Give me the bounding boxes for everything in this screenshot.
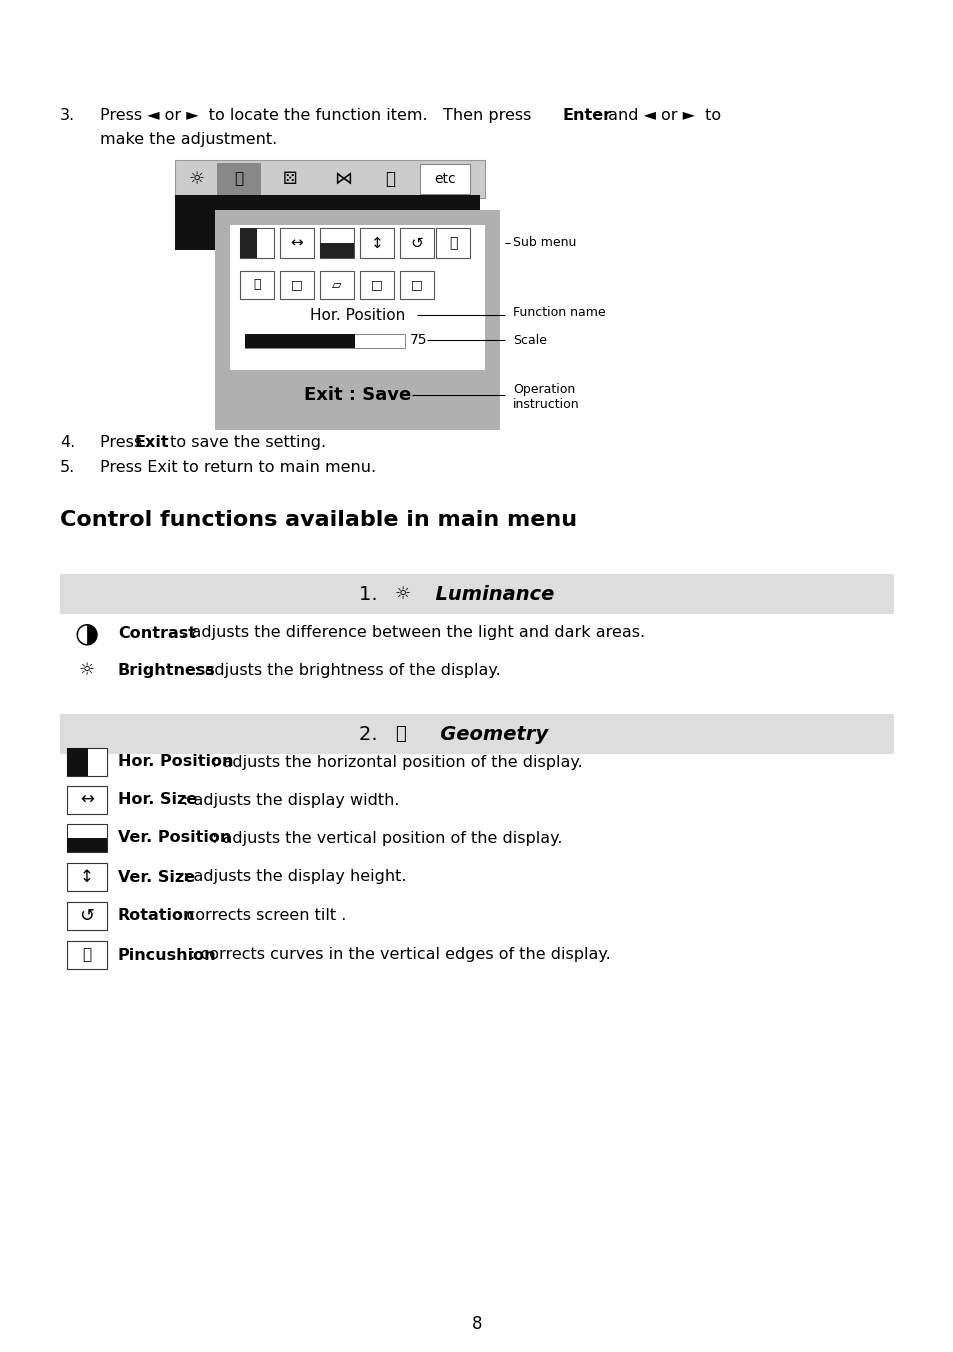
Bar bbox=[67, 838, 107, 852]
Text: Ⓝ: Ⓝ bbox=[385, 170, 395, 188]
Bar bbox=[280, 270, 314, 299]
Text: Hor. Position: Hor. Position bbox=[118, 754, 233, 769]
Text: ⚄: ⚄ bbox=[282, 170, 297, 188]
Text: : corrects screen tilt .: : corrects screen tilt . bbox=[175, 909, 346, 923]
Bar bbox=[280, 228, 314, 258]
Bar bbox=[67, 748, 107, 776]
Text: Contrast: Contrast bbox=[118, 626, 195, 641]
Bar bbox=[67, 902, 107, 930]
Text: to save the setting.: to save the setting. bbox=[165, 435, 326, 450]
Text: Rotation: Rotation bbox=[118, 909, 195, 923]
Bar bbox=[359, 228, 394, 258]
Text: ⋈: ⋈ bbox=[334, 170, 352, 188]
Text: : adjusts the brightness of the display.: : adjusts the brightness of the display. bbox=[193, 662, 500, 677]
Text: Geometry: Geometry bbox=[419, 725, 548, 744]
Text: 3.: 3. bbox=[60, 108, 75, 123]
Bar bbox=[67, 786, 107, 814]
Bar bbox=[216, 164, 261, 195]
Bar bbox=[399, 270, 434, 299]
Text: 2.: 2. bbox=[358, 725, 390, 744]
Bar bbox=[359, 270, 394, 299]
Text: ↕: ↕ bbox=[80, 868, 93, 886]
Text: and ◄ or ►  to: and ◄ or ► to bbox=[602, 108, 720, 123]
Text: : adjusts the display width.: : adjusts the display width. bbox=[183, 792, 399, 807]
Text: ↺: ↺ bbox=[79, 907, 94, 925]
Text: Brightness: Brightness bbox=[118, 662, 215, 677]
Text: ⌗: ⌗ bbox=[395, 725, 405, 744]
Text: Press ◄ or ►  to locate the function item.   Then press: Press ◄ or ► to locate the function item… bbox=[100, 108, 536, 123]
Text: ▱: ▱ bbox=[332, 279, 341, 292]
Text: 4.: 4. bbox=[60, 435, 75, 450]
Text: ↕: ↕ bbox=[370, 235, 383, 250]
Text: : corrects curves in the vertical edges of the display.: : corrects curves in the vertical edges … bbox=[190, 948, 610, 963]
Text: Scale: Scale bbox=[513, 334, 546, 346]
Text: Ver. Size: Ver. Size bbox=[118, 869, 195, 884]
Text: □: □ bbox=[411, 279, 422, 292]
Text: : adjusts the difference between the light and dark areas.: : adjusts the difference between the lig… bbox=[181, 626, 644, 641]
Text: Press Exit to return to main menu.: Press Exit to return to main menu. bbox=[100, 460, 375, 475]
Text: instruction: instruction bbox=[513, 397, 579, 411]
Text: ↺: ↺ bbox=[410, 235, 423, 250]
Text: Control functions available in main menu: Control functions available in main menu bbox=[60, 510, 577, 530]
Text: Sub menu: Sub menu bbox=[513, 237, 576, 250]
Text: make the adjustment.: make the adjustment. bbox=[100, 132, 277, 147]
Text: Exit : Save: Exit : Save bbox=[304, 387, 411, 404]
Bar bbox=[319, 270, 354, 299]
Bar bbox=[240, 270, 274, 299]
Bar bbox=[60, 575, 893, 614]
Text: ⎕: ⎕ bbox=[253, 279, 260, 292]
Bar bbox=[60, 714, 893, 754]
Text: ⎕: ⎕ bbox=[82, 948, 91, 963]
Text: ☼: ☼ bbox=[395, 585, 411, 603]
Text: Press: Press bbox=[100, 435, 147, 450]
Text: ☼: ☼ bbox=[79, 661, 95, 679]
Text: 1.: 1. bbox=[358, 584, 390, 603]
Text: ↔: ↔ bbox=[80, 791, 93, 808]
Text: Exit: Exit bbox=[135, 435, 170, 450]
Text: : adjusts the vertical position of the display.: : adjusts the vertical position of the d… bbox=[212, 830, 561, 845]
Text: 75: 75 bbox=[410, 333, 427, 347]
Bar bbox=[67, 823, 107, 852]
Bar bbox=[174, 160, 484, 197]
Bar bbox=[230, 224, 484, 370]
Text: Pincushion: Pincushion bbox=[118, 948, 216, 963]
Text: 8: 8 bbox=[471, 1315, 482, 1333]
Bar bbox=[436, 228, 470, 258]
Bar bbox=[67, 863, 107, 891]
Bar bbox=[419, 164, 470, 193]
Bar bbox=[67, 941, 107, 969]
Bar bbox=[174, 195, 479, 250]
Text: : adjusts the display height.: : adjusts the display height. bbox=[183, 869, 406, 884]
Bar bbox=[399, 228, 434, 258]
Text: ⌗: ⌗ bbox=[234, 172, 243, 187]
Text: ☼: ☼ bbox=[189, 170, 205, 188]
Text: : adjusts the horizontal position of the display.: : adjusts the horizontal position of the… bbox=[212, 754, 581, 769]
Bar bbox=[240, 228, 274, 258]
Text: Luminance: Luminance bbox=[421, 584, 554, 603]
Bar bbox=[319, 243, 354, 258]
Bar bbox=[240, 228, 256, 258]
Text: Enter: Enter bbox=[562, 108, 612, 123]
Text: Hor. Size: Hor. Size bbox=[118, 792, 197, 807]
Text: ◑: ◑ bbox=[74, 619, 99, 648]
Text: ↔: ↔ bbox=[291, 235, 303, 250]
Text: □: □ bbox=[291, 279, 302, 292]
Text: ⎕: ⎕ bbox=[448, 237, 456, 250]
Bar bbox=[245, 334, 405, 347]
Text: Ver. Position: Ver. Position bbox=[118, 830, 232, 845]
Text: Hor. Position: Hor. Position bbox=[310, 307, 405, 323]
Text: 5.: 5. bbox=[60, 460, 75, 475]
Text: □: □ bbox=[371, 279, 382, 292]
Bar bbox=[245, 334, 355, 347]
Bar bbox=[67, 748, 88, 776]
Text: Function name: Function name bbox=[513, 306, 605, 319]
Bar bbox=[319, 228, 354, 258]
Bar bbox=[214, 210, 499, 430]
Text: etc: etc bbox=[434, 172, 456, 187]
Text: Operation: Operation bbox=[513, 383, 575, 396]
